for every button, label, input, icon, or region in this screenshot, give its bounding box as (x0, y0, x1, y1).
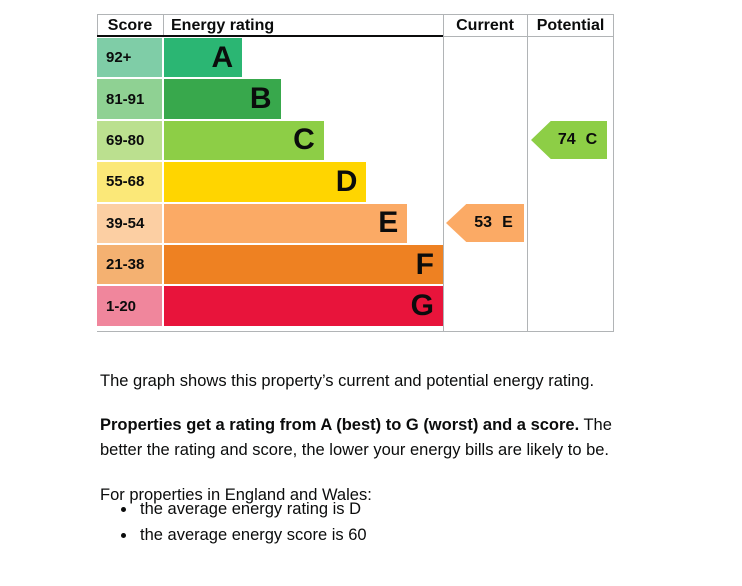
potential-arrow: 74 C (531, 121, 607, 159)
score-range: 81-91 (97, 79, 162, 119)
score-range: 21-38 (97, 244, 162, 285)
current-letter: E (502, 214, 513, 231)
band-row-f: 21-38 F (97, 244, 443, 286)
score-range: 55-68 (97, 162, 162, 202)
score-range: 1-20 (97, 286, 162, 326)
potential-column-header: Potential (536, 17, 605, 34)
graph-bottom-border (97, 331, 614, 332)
band-bar: A (164, 38, 243, 78)
band-row-c: 69-80 C (97, 120, 443, 162)
band-bar: G (164, 286, 443, 326)
band-row-b: 81-91 B (97, 79, 443, 120)
graph-description: The graph shows this property’s current … (100, 371, 595, 390)
england-wales-heading: For properties in England and Wales: (100, 485, 372, 504)
potential-column-divider (527, 14, 528, 332)
current-arrow: 53 E (446, 204, 524, 242)
rating-bands: 92+ A 81-91 B 69-80 C 55-68 D 39-54 E 21… (97, 38, 443, 328)
header-underline-right (443, 36, 614, 37)
score-column-header: Score (107, 17, 153, 34)
rating-explanation-bold: Properties get a rating from A (best) to… (100, 415, 580, 434)
band-row-e: 39-54 E (97, 203, 443, 245)
potential-score: 74 (557, 131, 576, 148)
energy-rating-column-header: Energy rating (171, 17, 275, 34)
graph-top-border (97, 14, 614, 15)
graph-left-border (97, 14, 98, 37)
average-stats-list: the average energy rating is D the avera… (100, 498, 717, 549)
score-column-divider (163, 14, 164, 37)
current-column-header: Current (456, 17, 514, 34)
current-column-divider (443, 14, 444, 332)
band-row-d: 55-68 D (97, 162, 443, 203)
score-range: 92+ (97, 38, 162, 78)
graph-right-border (613, 14, 614, 332)
score-range: 69-80 (97, 120, 162, 161)
band-bar: D (164, 162, 367, 202)
band-bar: B (164, 79, 281, 119)
band-bar: F (164, 244, 443, 285)
score-range: 39-54 (97, 203, 162, 243)
band-row-a: 92+ A (97, 38, 443, 79)
band-bar: C (164, 120, 324, 161)
list-item-average-rating: the average energy rating is D (137, 498, 717, 522)
current-score: 53 (474, 214, 493, 231)
header-underline (97, 35, 443, 37)
list-item-average-score: the average energy score is 60 (137, 524, 717, 548)
band-bar: E (164, 203, 408, 243)
rating-explanation-rest: The better the rating and score, the low… (100, 415, 612, 459)
band-row-g: 1-20 G (97, 286, 443, 327)
rating-explanation: Properties get a rating from A (best) to… (100, 413, 648, 463)
potential-letter: C (585, 131, 598, 148)
